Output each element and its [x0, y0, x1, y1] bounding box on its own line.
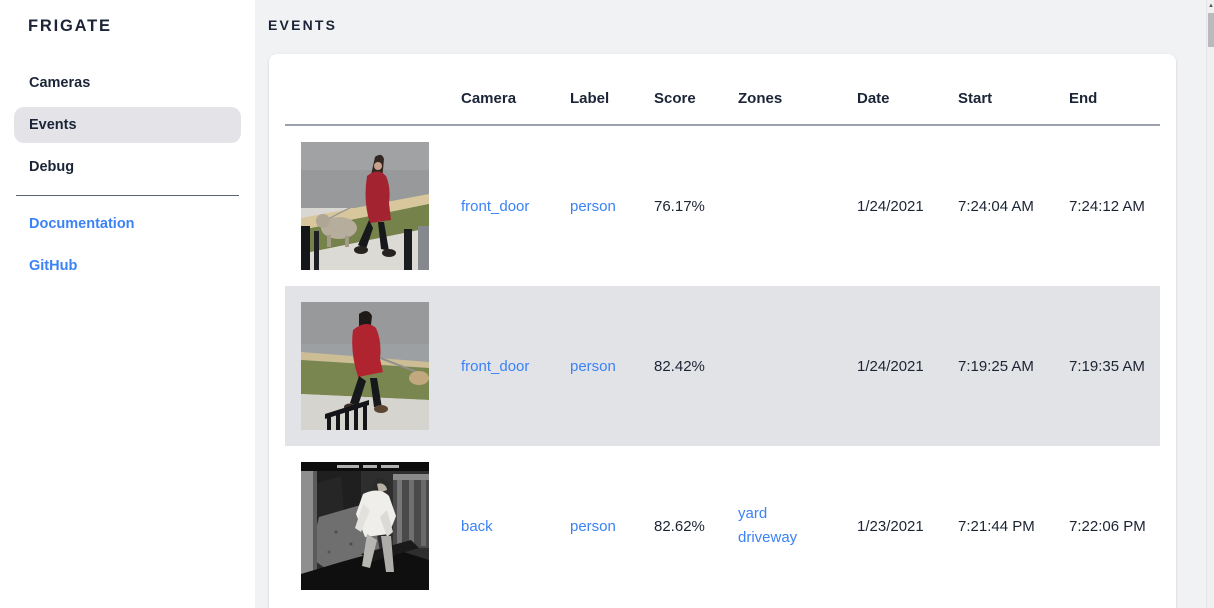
column-header-start: Start	[958, 89, 993, 107]
sidebar-item-cameras[interactable]: Cameras	[14, 65, 241, 101]
column-header-label: Label	[570, 89, 610, 107]
score-cell: 76.17%	[654, 197, 705, 215]
sidebar-link-label: Documentation	[29, 216, 135, 232]
page-title: EVENTS	[268, 17, 338, 33]
camera-link[interactable]: front_door	[461, 197, 530, 215]
zone-link-yard[interactable]: yard	[738, 505, 768, 522]
event-thumbnail[interactable]	[285, 302, 445, 430]
sidebar-link-label: GitHub	[29, 258, 78, 274]
label-link[interactable]: person	[570, 357, 616, 375]
column-header-end: End	[1069, 89, 1098, 107]
sidebar-link-github[interactable]: GitHub	[14, 248, 241, 284]
sidebar-item-label: Cameras	[29, 75, 91, 91]
column-header-date: Date	[857, 89, 890, 107]
column-header-camera: Camera	[461, 89, 517, 107]
scroll-up-arrow-icon[interactable]: ▲	[1208, 3, 1214, 9]
sidebar: FRIGATE Cameras Events Debug Documentati…	[0, 0, 255, 608]
thumbnail-image-person-red-coat	[301, 142, 429, 270]
column-header-score: Score	[654, 89, 696, 107]
sidebar-nav: Cameras Events Debug Documentation GitHu…	[0, 65, 255, 284]
score-cell: 82.62%	[654, 517, 705, 535]
sidebar-item-debug[interactable]: Debug	[14, 149, 241, 185]
table-row[interactable]: back person 82.62% yard driveway 1/23/20…	[285, 446, 1160, 606]
zones-cell: yard driveway	[722, 502, 841, 550]
date-cell: 1/24/2021	[857, 197, 924, 215]
events-card: Camera Label Score Zones Date Start End	[269, 54, 1176, 608]
label-link[interactable]: person	[570, 517, 616, 535]
event-thumbnail[interactable]	[285, 142, 445, 270]
sidebar-item-label: Debug	[29, 159, 75, 175]
sidebar-item-events[interactable]: Events	[14, 107, 241, 143]
main-content: EVENTS Camera Label Score Zones Date Sta…	[255, 0, 1206, 608]
app-logo[interactable]: FRIGATE	[28, 17, 112, 35]
table-header-row: Camera Label Score Zones Date Start End	[285, 54, 1160, 126]
start-cell: 7:19:25 AM	[958, 357, 1034, 375]
thumbnail-image-person-night-bw	[301, 462, 429, 590]
sidebar-item-label: Events	[29, 117, 77, 133]
end-cell: 7:19:35 AM	[1069, 357, 1145, 375]
end-cell: 7:22:06 PM	[1069, 517, 1146, 535]
column-header-thumbnail	[285, 80, 445, 98]
table-row[interactable]: front_door person 82.42% 1/24/2021 7:19:…	[285, 286, 1160, 446]
scrollbar-track[interactable]: ▲	[1206, 0, 1214, 608]
start-cell: 7:21:44 PM	[958, 517, 1035, 535]
column-header-zones: Zones	[738, 89, 783, 107]
zone-link-driveway[interactable]: driveway	[738, 529, 798, 546]
label-link[interactable]: person	[570, 197, 616, 215]
end-cell: 7:24:12 AM	[1069, 197, 1145, 215]
camera-link[interactable]: back	[461, 517, 493, 535]
date-cell: 1/23/2021	[857, 517, 924, 535]
scrollbar-thumb[interactable]	[1207, 13, 1214, 47]
sidebar-divider	[16, 195, 239, 196]
event-thumbnail[interactable]	[285, 462, 445, 590]
table-row[interactable]: front_door person 76.17% 1/24/2021 7:24:…	[285, 126, 1160, 286]
date-cell: 1/24/2021	[857, 357, 924, 375]
thumbnail-image-person-red-hoodie	[301, 302, 429, 430]
camera-link[interactable]: front_door	[461, 357, 530, 375]
start-cell: 7:24:04 AM	[958, 197, 1034, 215]
sidebar-link-documentation[interactable]: Documentation	[14, 206, 241, 242]
score-cell: 82.42%	[654, 357, 705, 375]
